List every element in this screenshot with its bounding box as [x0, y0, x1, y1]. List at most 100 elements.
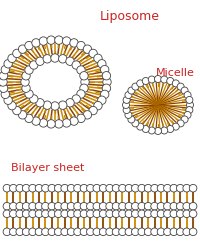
- Circle shape: [54, 228, 62, 236]
- Circle shape: [47, 36, 55, 44]
- Circle shape: [184, 92, 191, 99]
- Circle shape: [106, 228, 113, 236]
- Circle shape: [123, 107, 130, 114]
- Circle shape: [67, 210, 75, 218]
- Circle shape: [112, 228, 120, 236]
- Circle shape: [16, 210, 24, 218]
- Circle shape: [35, 202, 43, 210]
- Circle shape: [3, 228, 11, 236]
- Circle shape: [170, 202, 178, 210]
- Circle shape: [3, 210, 11, 218]
- Circle shape: [138, 210, 146, 218]
- Circle shape: [93, 228, 101, 236]
- Circle shape: [167, 125, 174, 133]
- Circle shape: [32, 117, 40, 125]
- Circle shape: [54, 202, 62, 210]
- Circle shape: [42, 184, 49, 192]
- Circle shape: [48, 210, 56, 218]
- Circle shape: [119, 228, 126, 236]
- Circle shape: [55, 36, 63, 44]
- Circle shape: [72, 95, 80, 103]
- Circle shape: [161, 76, 168, 83]
- Circle shape: [164, 210, 171, 218]
- Circle shape: [157, 184, 165, 192]
- Circle shape: [186, 96, 193, 103]
- Circle shape: [3, 184, 11, 192]
- Circle shape: [81, 78, 89, 86]
- Circle shape: [77, 41, 85, 50]
- Circle shape: [16, 184, 24, 192]
- Circle shape: [87, 202, 94, 210]
- Circle shape: [148, 127, 155, 134]
- Circle shape: [112, 210, 120, 218]
- Circle shape: [18, 45, 27, 53]
- Circle shape: [61, 202, 68, 210]
- Circle shape: [22, 184, 30, 192]
- Circle shape: [66, 99, 74, 107]
- Circle shape: [172, 80, 179, 87]
- Circle shape: [119, 184, 126, 192]
- Circle shape: [128, 87, 135, 94]
- Circle shape: [99, 202, 107, 210]
- Circle shape: [1, 90, 10, 99]
- Circle shape: [22, 228, 30, 236]
- Circle shape: [144, 202, 152, 210]
- Circle shape: [189, 202, 197, 210]
- Circle shape: [62, 37, 71, 45]
- Circle shape: [21, 78, 29, 86]
- Circle shape: [43, 55, 51, 63]
- Circle shape: [106, 184, 113, 192]
- Circle shape: [13, 49, 21, 58]
- Circle shape: [13, 106, 21, 115]
- Circle shape: [1, 65, 10, 74]
- Circle shape: [4, 60, 12, 68]
- Circle shape: [80, 72, 88, 80]
- Circle shape: [83, 111, 92, 119]
- Circle shape: [62, 119, 71, 127]
- Circle shape: [67, 228, 75, 236]
- Circle shape: [25, 114, 33, 123]
- Circle shape: [47, 120, 55, 128]
- Circle shape: [154, 127, 162, 135]
- Circle shape: [0, 78, 7, 86]
- Circle shape: [59, 55, 67, 63]
- Circle shape: [42, 228, 49, 236]
- Circle shape: [93, 210, 101, 218]
- Circle shape: [0, 84, 8, 92]
- Circle shape: [39, 37, 48, 45]
- Circle shape: [66, 57, 74, 65]
- Circle shape: [144, 228, 152, 236]
- Circle shape: [184, 111, 191, 119]
- Circle shape: [132, 184, 139, 192]
- Circle shape: [25, 66, 33, 74]
- Circle shape: [151, 202, 158, 210]
- Circle shape: [99, 210, 107, 218]
- Circle shape: [42, 210, 49, 218]
- Circle shape: [132, 120, 139, 127]
- Circle shape: [167, 77, 174, 84]
- Circle shape: [98, 96, 106, 104]
- Circle shape: [10, 228, 17, 236]
- Circle shape: [177, 120, 184, 127]
- Circle shape: [80, 202, 88, 210]
- Text: Bilayer sheet: Bilayer sheet: [11, 163, 85, 173]
- Circle shape: [132, 83, 139, 90]
- Circle shape: [94, 54, 102, 62]
- Circle shape: [112, 202, 120, 210]
- Circle shape: [181, 87, 188, 94]
- Circle shape: [125, 202, 133, 210]
- Circle shape: [35, 184, 43, 192]
- Circle shape: [154, 76, 162, 82]
- Circle shape: [59, 101, 67, 109]
- Circle shape: [16, 202, 24, 210]
- Circle shape: [10, 210, 17, 218]
- Circle shape: [74, 228, 81, 236]
- Circle shape: [67, 202, 75, 210]
- Circle shape: [183, 184, 190, 192]
- Circle shape: [39, 119, 48, 127]
- Circle shape: [35, 210, 43, 218]
- Circle shape: [99, 228, 107, 236]
- Circle shape: [22, 210, 30, 218]
- Circle shape: [123, 96, 130, 103]
- Circle shape: [183, 210, 190, 218]
